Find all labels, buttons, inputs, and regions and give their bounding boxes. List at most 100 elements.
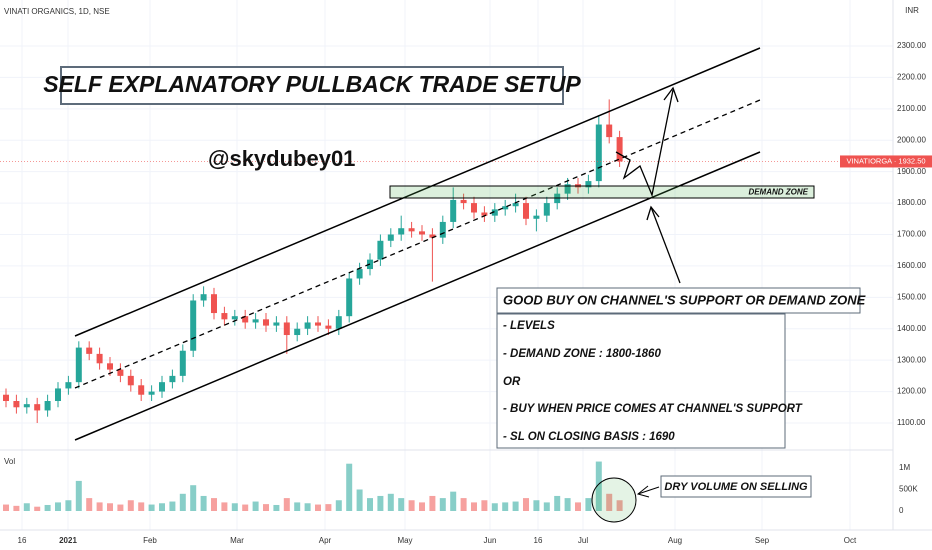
x-tick-label: 16 bbox=[534, 536, 543, 545]
handle: @skydubey01 bbox=[208, 146, 355, 171]
x-tick-label: Aug bbox=[668, 536, 682, 545]
candle-body bbox=[138, 385, 145, 395]
candle-body bbox=[356, 269, 363, 279]
volume-bar bbox=[44, 504, 51, 511]
candle-body bbox=[34, 404, 41, 411]
volume-bar bbox=[75, 480, 82, 511]
grid bbox=[0, 0, 893, 530]
volume-bar bbox=[273, 504, 280, 511]
y-tick-label: 1100.00 bbox=[897, 418, 926, 427]
channel-lower bbox=[74, 151, 761, 441]
arrow-head bbox=[636, 485, 650, 498]
level-line: OR bbox=[503, 376, 521, 388]
level-line: - SL ON CLOSING BASIS : 1690 bbox=[503, 431, 675, 443]
volume-bar bbox=[148, 504, 155, 511]
candle-body bbox=[252, 319, 259, 323]
candle-body bbox=[439, 221, 446, 238]
arrow-head bbox=[663, 86, 679, 103]
y-tick-label: 2200.00 bbox=[897, 73, 926, 82]
volume-bar bbox=[429, 495, 436, 511]
candle-body bbox=[387, 234, 394, 241]
y-tick-label: 2100.00 bbox=[897, 104, 926, 113]
candle-body bbox=[169, 375, 176, 383]
candle-body bbox=[96, 353, 103, 364]
volume-bar bbox=[450, 491, 457, 511]
volume-bar bbox=[3, 504, 9, 511]
y-tick-label: 2000.00 bbox=[897, 135, 926, 144]
volume-bar bbox=[13, 505, 20, 511]
demand-zone bbox=[389, 185, 815, 199]
candle-body bbox=[419, 231, 425, 235]
volume-bar bbox=[190, 485, 197, 511]
y-tick-label: 1700.00 bbox=[897, 230, 926, 239]
channel-upper bbox=[74, 47, 761, 337]
volume-bar bbox=[325, 504, 332, 511]
candle-body bbox=[159, 382, 165, 392]
candle-body bbox=[346, 278, 353, 317]
volume-bar bbox=[533, 500, 540, 511]
volume-bar bbox=[252, 501, 259, 511]
x-tick-label: Sep bbox=[755, 536, 770, 545]
volume-bar bbox=[439, 498, 446, 511]
volume-bar bbox=[55, 502, 61, 511]
projection-arrow bbox=[615, 89, 674, 198]
x-tick-label: Jun bbox=[484, 536, 497, 545]
volume-bar bbox=[419, 502, 425, 511]
candle-body bbox=[127, 375, 134, 386]
volume-bar bbox=[283, 498, 290, 511]
volume-bar bbox=[460, 498, 467, 511]
candle-body bbox=[86, 347, 93, 354]
x-tick-label: May bbox=[397, 536, 412, 545]
note-arrow bbox=[637, 486, 660, 495]
volume-bar bbox=[512, 501, 519, 511]
volume-bar bbox=[315, 504, 321, 511]
candle-body bbox=[107, 363, 113, 370]
x-tick-label: Feb bbox=[143, 536, 157, 545]
level-line: - DEMAND ZONE : 1800-1860 bbox=[503, 348, 661, 360]
volume-bar bbox=[200, 495, 207, 511]
support-arrow bbox=[650, 206, 681, 284]
candle-body bbox=[564, 184, 571, 194]
levels: - LEVELS - DEMAND ZONE : 1800-1860 OR - BUY… bbox=[503, 320, 803, 443]
volume-label: Vol bbox=[4, 457, 15, 466]
candle-body bbox=[190, 300, 197, 351]
volume-bar bbox=[127, 500, 134, 511]
candle-body bbox=[325, 325, 332, 329]
candle-body bbox=[211, 294, 217, 314]
headline: GOOD BUY ON CHANNEL'S SUPPORT OR DEMAND … bbox=[503, 292, 866, 307]
y-tick-label: 1800.00 bbox=[897, 198, 926, 207]
last-price-label: VINATIORGA · 1932.50 bbox=[846, 156, 925, 165]
y-tick-label: 1200.00 bbox=[897, 387, 926, 396]
candle-body bbox=[65, 382, 72, 389]
volume-bar bbox=[377, 495, 384, 511]
y-tick-label: 1600.00 bbox=[897, 261, 926, 270]
volume-bar bbox=[169, 501, 176, 511]
candle-body bbox=[450, 199, 457, 222]
x-tick-label: Mar bbox=[230, 536, 244, 545]
volume-bar bbox=[231, 503, 238, 511]
candle-body bbox=[481, 212, 488, 216]
title: SELF EXPLANATORY PULLBACK TRADE SETUP bbox=[43, 71, 581, 97]
candle-body bbox=[294, 328, 301, 336]
candle-body bbox=[460, 199, 467, 204]
candle-body bbox=[221, 313, 228, 320]
candle-body bbox=[543, 203, 550, 216]
level-line: - LEVELS bbox=[503, 320, 555, 332]
candle-body bbox=[606, 124, 613, 138]
demand-zone-label: DEMAND ZONE bbox=[748, 188, 808, 197]
candle-body bbox=[148, 391, 155, 395]
candle-body bbox=[502, 206, 509, 210]
arrow-head bbox=[646, 205, 660, 221]
candle-body bbox=[491, 209, 498, 216]
volume-bar bbox=[606, 493, 613, 511]
volume-bar bbox=[263, 504, 269, 511]
volume-bar bbox=[304, 503, 311, 511]
level-line: - BUY WHEN PRICE COMES AT CHANNEL'S SUPP… bbox=[503, 403, 803, 415]
candle-body bbox=[512, 203, 519, 207]
volume-bar bbox=[471, 502, 477, 511]
candle-body bbox=[3, 394, 9, 402]
volume-bar bbox=[117, 504, 124, 511]
title-box bbox=[60, 66, 564, 105]
volume-bar bbox=[356, 489, 363, 511]
